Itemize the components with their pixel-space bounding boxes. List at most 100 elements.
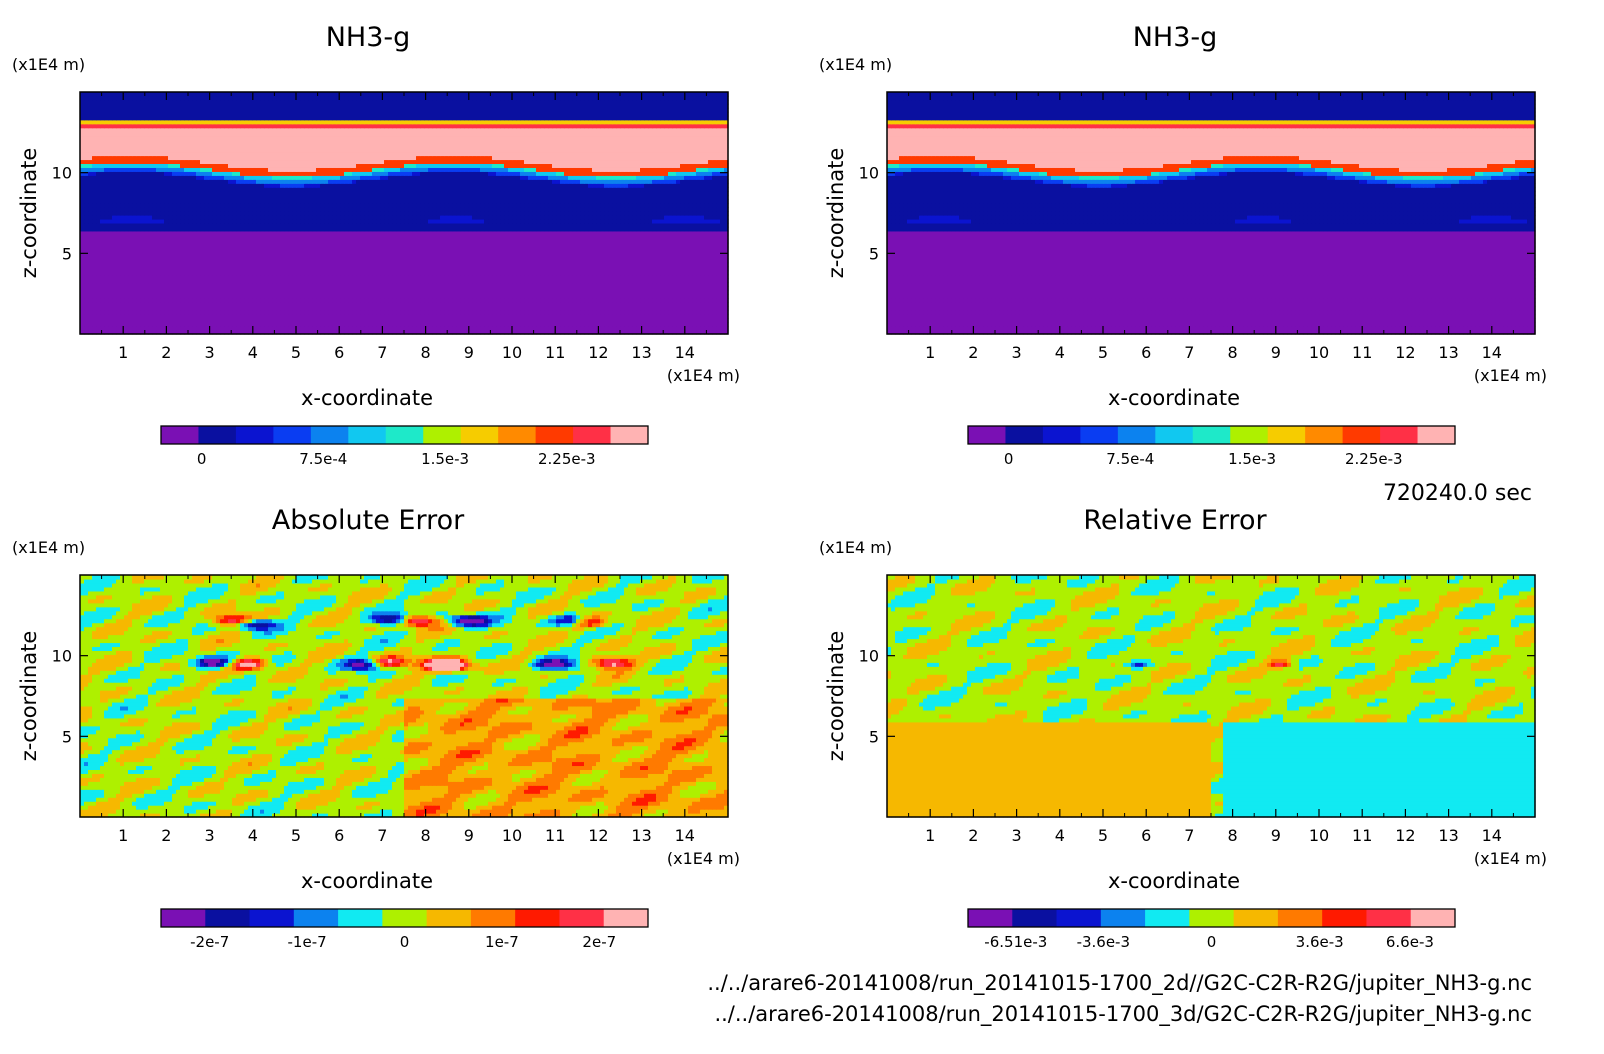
heatmap-cell xyxy=(516,290,521,295)
heatmap-cell xyxy=(264,271,269,276)
heatmap-cell xyxy=(396,271,401,276)
heatmap-cell xyxy=(220,267,225,272)
heatmap-cell xyxy=(172,243,177,248)
heatmap-cell xyxy=(100,255,105,260)
heatmap-cell xyxy=(88,243,93,248)
heatmap-cell xyxy=(684,243,689,248)
heatmap-cell xyxy=(464,278,469,283)
heatmap-cell xyxy=(232,235,237,240)
heatmap-cell xyxy=(456,247,461,252)
heatmap-cell xyxy=(540,255,545,260)
heatmap-cell xyxy=(304,255,309,260)
heatmap-cell xyxy=(100,298,105,303)
heatmap-cell xyxy=(588,274,593,279)
heatmap-cell xyxy=(452,247,457,252)
heatmap-cell xyxy=(188,298,193,303)
heatmap-cell xyxy=(108,282,113,287)
heatmap-cell xyxy=(572,235,577,240)
heatmap-cell xyxy=(588,263,593,268)
heatmap-cell xyxy=(300,282,305,287)
heatmap-cell xyxy=(284,286,289,291)
heatmap-cell xyxy=(140,259,145,264)
heatmap-cell xyxy=(220,302,225,307)
heatmap-cell xyxy=(688,282,693,287)
heatmap-cell xyxy=(588,243,593,248)
heatmap-cell xyxy=(364,263,369,268)
heatmap-cell xyxy=(224,274,229,279)
heatmap-cell xyxy=(520,239,525,244)
heatmap-cell xyxy=(432,290,437,295)
heatmap-cell xyxy=(656,259,661,264)
heatmap-cell xyxy=(188,239,193,244)
heatmap-cell xyxy=(536,271,541,276)
heatmap-cell xyxy=(108,251,113,256)
heatmap-cell xyxy=(172,290,177,295)
heatmap-cell xyxy=(504,322,509,327)
heatmap-cell xyxy=(128,243,133,248)
heatmap-cell xyxy=(368,247,373,252)
heatmap-cell xyxy=(476,286,481,291)
heatmap-cell xyxy=(444,267,449,272)
heatmap-cell xyxy=(668,290,673,295)
heatmap-cell xyxy=(460,326,465,331)
heatmap-cell xyxy=(400,318,405,323)
heatmap-cell xyxy=(628,239,633,244)
heatmap-cell xyxy=(160,290,165,295)
heatmap-cell xyxy=(624,255,629,260)
heatmap-cell xyxy=(508,259,513,264)
heatmap-cell xyxy=(184,235,189,240)
heatmap-cell xyxy=(508,263,513,268)
heatmap-cell xyxy=(668,278,673,283)
heatmap-cell xyxy=(716,247,721,252)
heatmap-cell xyxy=(640,322,645,327)
heatmap-cell xyxy=(496,263,501,268)
heatmap-cell xyxy=(468,290,473,295)
heatmap-cell xyxy=(388,274,393,279)
heatmap-cell xyxy=(252,239,257,244)
heatmap-cell xyxy=(516,243,521,248)
heatmap-cell xyxy=(116,235,121,240)
heatmap-cell xyxy=(684,278,689,283)
heatmap-cell xyxy=(436,278,441,283)
heatmap-cell xyxy=(104,239,109,244)
heatmap-cell xyxy=(112,298,117,303)
heatmap-cell xyxy=(128,251,133,256)
heatmap-cell xyxy=(676,314,681,319)
heatmap-cell xyxy=(108,322,113,327)
heatmap-cell xyxy=(504,310,509,315)
heatmap-cell xyxy=(200,314,205,319)
heatmap-cell xyxy=(688,255,693,260)
heatmap-cell xyxy=(148,298,153,303)
heatmap-cell xyxy=(260,302,265,307)
heatmap-cell xyxy=(284,251,289,256)
heatmap-cell xyxy=(292,306,297,311)
heatmap-cell xyxy=(620,239,625,244)
heatmap-cell xyxy=(420,306,425,311)
heatmap-cell xyxy=(144,286,149,291)
heatmap-cell xyxy=(344,278,349,283)
heatmap-cell xyxy=(516,282,521,287)
heatmap-cell xyxy=(280,318,285,323)
heatmap-cell xyxy=(444,310,449,315)
heatmap-cell xyxy=(112,231,117,236)
heatmap-cell xyxy=(276,278,281,283)
heatmap-cell xyxy=(216,294,221,299)
heatmap-cell xyxy=(408,271,413,276)
heatmap-cell xyxy=(560,322,565,327)
heatmap-cell xyxy=(436,294,441,299)
heatmap-cell xyxy=(564,243,569,248)
heatmap-cell xyxy=(316,286,321,291)
heatmap-cell xyxy=(292,239,297,244)
heatmap-cell xyxy=(208,290,213,295)
heatmap-cell xyxy=(92,271,97,276)
heatmap-cell xyxy=(288,267,293,272)
heatmap-cell xyxy=(260,251,265,256)
heatmap-cell xyxy=(432,259,437,264)
heatmap-cell xyxy=(116,239,121,244)
heatmap-cell xyxy=(108,243,113,248)
heatmap-cell xyxy=(584,290,589,295)
heatmap-cell xyxy=(540,314,545,319)
heatmap-cell xyxy=(480,310,485,315)
heatmap-cell xyxy=(88,274,93,279)
heatmap-cell xyxy=(588,294,593,299)
